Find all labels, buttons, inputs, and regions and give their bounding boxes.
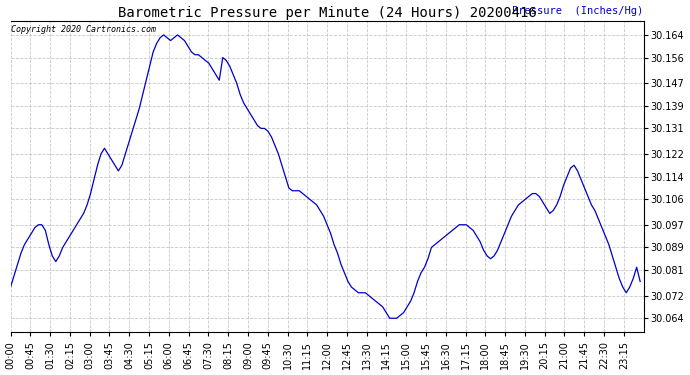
Text: Pressure  (Inches/Hg): Pressure (Inches/Hg)	[513, 6, 644, 16]
Title: Barometric Pressure per Minute (24 Hours) 20200416: Barometric Pressure per Minute (24 Hours…	[118, 6, 536, 20]
Text: Copyright 2020 Cartronics.com: Copyright 2020 Cartronics.com	[11, 26, 156, 34]
